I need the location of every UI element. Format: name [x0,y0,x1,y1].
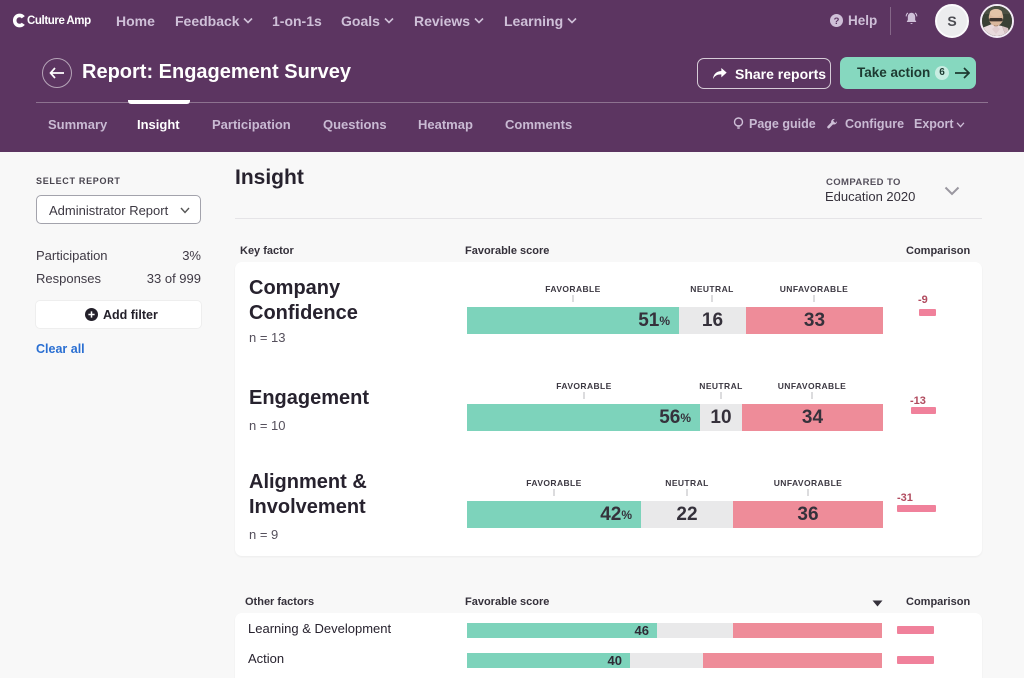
svg-text:?: ? [834,16,840,27]
